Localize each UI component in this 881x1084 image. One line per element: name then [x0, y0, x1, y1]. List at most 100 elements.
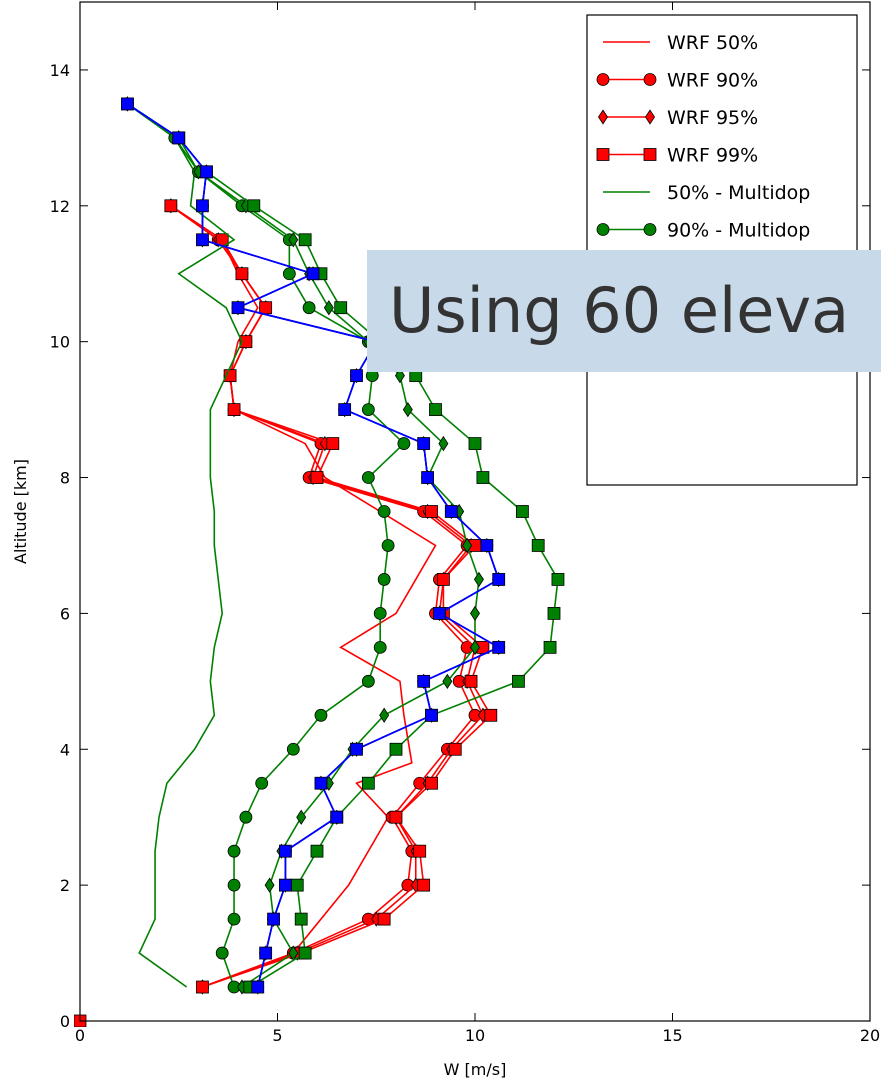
- legend-entry: WRF 90%: [596, 70, 758, 92]
- data-point: [425, 505, 438, 518]
- data-point: [470, 639, 480, 655]
- series-4: [126, 103, 243, 988]
- data-point: [516, 505, 529, 518]
- data-point: [429, 403, 442, 417]
- series-5: [121, 97, 411, 994]
- data-point: [251, 980, 265, 994]
- data-point: [543, 640, 557, 654]
- data-point: [288, 232, 299, 248]
- data-point: [480, 539, 494, 552]
- data-point: [267, 912, 280, 926]
- data-point: [373, 640, 387, 654]
- data-point: [492, 640, 506, 654]
- data-point: [296, 809, 307, 825]
- legend-marker: [645, 109, 655, 125]
- data-point: [547, 607, 561, 620]
- overlay-caption: Using 60 eleva: [367, 250, 881, 372]
- data-point: [413, 844, 427, 858]
- data-point: [438, 435, 449, 452]
- x-tick-label: 15: [662, 1026, 682, 1045]
- data-point: [310, 471, 324, 484]
- axes: 0 5 10 15 20 0 2 4 6 8 10 12 14 W [m/s] Altitude [km]: [11, 1, 880, 1079]
- legend-label: WRF 90%: [667, 70, 758, 92]
- data-point: [421, 471, 435, 484]
- plot-area: [74, 96, 565, 1027]
- legend-label: WRF 95%: [667, 107, 758, 129]
- data-point: [377, 505, 391, 518]
- data-point: [231, 301, 245, 315]
- x-axis-label: W [m/s]: [444, 1060, 507, 1079]
- data-point: [334, 301, 348, 315]
- legend-marker: [643, 148, 657, 161]
- data-point: [531, 539, 545, 552]
- data-point: [310, 844, 324, 858]
- data-point: [389, 742, 403, 756]
- data-point: [512, 674, 525, 688]
- series-0: [170, 205, 437, 988]
- data-point: [448, 742, 462, 756]
- data-point: [282, 267, 296, 281]
- legend-entry: WRF 99%: [596, 145, 758, 167]
- data-point: [314, 776, 328, 790]
- series-line: [126, 103, 559, 988]
- data-point: [417, 878, 431, 892]
- series-10: [121, 97, 506, 994]
- legend-label: 50% - Multidop: [667, 182, 810, 204]
- data-point: [361, 776, 375, 790]
- legend-label: 90% - Multidop: [667, 220, 810, 242]
- data-point: [255, 776, 269, 790]
- data-point: [381, 539, 395, 552]
- data-point: [323, 300, 334, 316]
- data-point: [239, 335, 253, 349]
- data-point: [551, 573, 565, 586]
- data-point: [278, 844, 292, 858]
- x-tick-label: 0: [75, 1026, 85, 1045]
- data-point: [164, 199, 178, 213]
- data-point: [227, 844, 241, 858]
- data-point: [379, 707, 390, 723]
- data-point: [377, 912, 391, 926]
- data-point: [259, 301, 273, 315]
- legend-entry: WRF 50%: [603, 32, 758, 54]
- data-point: [377, 573, 391, 586]
- data-point: [235, 267, 249, 281]
- data-point: [298, 233, 312, 247]
- data-point: [227, 878, 241, 892]
- data-point: [215, 946, 229, 960]
- data-point: [425, 708, 438, 722]
- data-point: [462, 537, 473, 554]
- data-point: [436, 573, 450, 586]
- data-point: [121, 97, 134, 111]
- data-point: [492, 573, 506, 586]
- data-point: [294, 912, 308, 926]
- data-point: [361, 403, 375, 417]
- data-point: [290, 878, 304, 892]
- data-point: [286, 742, 300, 756]
- series-line: [170, 205, 437, 988]
- data-point: [442, 673, 453, 689]
- data-point: [326, 437, 340, 450]
- data-point: [199, 165, 213, 179]
- legend-entry: 90% - Multidop: [596, 220, 810, 242]
- data-point: [196, 233, 209, 247]
- series-6: [122, 96, 484, 995]
- data-point: [278, 878, 292, 892]
- legend-label: WRF 50%: [667, 32, 758, 54]
- x-tick-label: 10: [465, 1026, 485, 1045]
- series-3: [164, 199, 498, 994]
- series-7: [121, 97, 565, 994]
- data-point: [259, 946, 273, 960]
- data-point: [330, 810, 344, 824]
- data-point: [433, 607, 446, 620]
- data-point: [473, 571, 484, 588]
- y-tick-label: 2: [60, 876, 70, 895]
- legend-marker: [598, 109, 608, 125]
- y-tick-label: 14: [50, 61, 70, 80]
- data-point: [389, 810, 403, 824]
- y-tick-label: 6: [60, 604, 70, 623]
- legend-marker: [596, 73, 610, 86]
- y-tick-label: 8: [60, 469, 70, 488]
- data-point: [172, 131, 186, 145]
- data-point: [476, 471, 490, 484]
- data-point: [373, 607, 387, 620]
